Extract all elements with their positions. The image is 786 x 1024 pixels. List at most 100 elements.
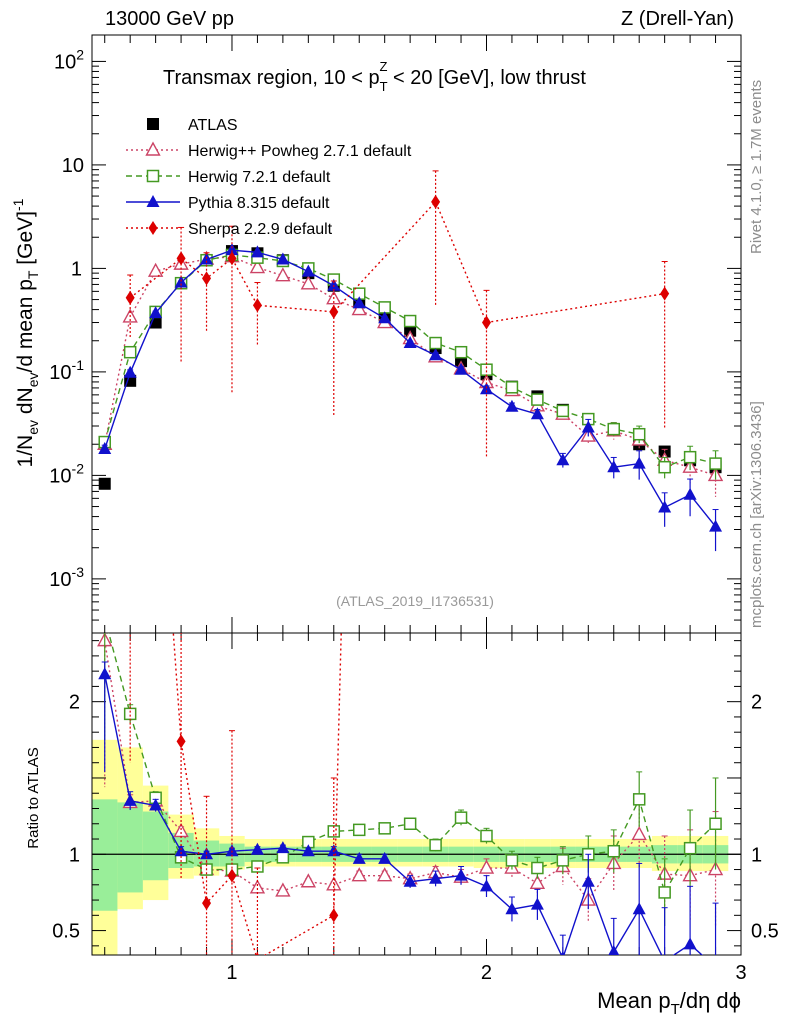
pythia-point [560, 951, 565, 955]
herwig-point [709, 457, 722, 470]
legend-pythia-marker [146, 195, 160, 207]
pythia-point [632, 902, 646, 915]
sherpa-point [227, 251, 237, 266]
sherpa-point [125, 290, 135, 305]
mcplots-credit-label: mcplots.cern.ch [arXiv:1306.3436] [748, 401, 765, 628]
herwig-point [607, 844, 620, 858]
pythia-point [429, 348, 443, 361]
sherpa-point [252, 298, 262, 313]
herwig-point [683, 841, 697, 855]
sherpa-point [176, 734, 186, 749]
pythia-point [250, 245, 264, 258]
pythia-point [709, 960, 722, 972]
pythia-point [301, 844, 315, 857]
sherpa-point [329, 908, 339, 923]
herwig-point [378, 822, 391, 835]
herwig-point [300, 275, 317, 290]
sherpa-point [329, 304, 339, 319]
sherpa-point [481, 315, 491, 330]
herwig-point [403, 314, 417, 328]
pythia-point [225, 243, 239, 256]
y-tick-label: 10-1 [49, 357, 84, 384]
legend-herwig-label: Herwig 7.2.1 default [188, 169, 331, 186]
pythia-point [479, 879, 493, 892]
pythia-point [658, 500, 672, 513]
y-tick-label: 102 [54, 46, 84, 73]
pythia-point [123, 793, 137, 806]
pythia-point [301, 264, 315, 277]
ratio-frame [91, 632, 742, 956]
pythia-point [378, 851, 392, 864]
pythia-point [250, 842, 264, 855]
sherpa-point [176, 251, 186, 266]
pythia-point [664, 954, 666, 955]
pythia-point [581, 874, 595, 887]
pythia-point [709, 519, 723, 532]
pythia-point [149, 306, 163, 319]
herwig-point [480, 363, 493, 376]
pythia-point [225, 844, 239, 857]
pythia-point [581, 420, 595, 433]
herwig-point [709, 817, 722, 831]
herwig-point [529, 874, 546, 889]
herwig-point [249, 259, 266, 274]
herwig-point [351, 867, 367, 882]
ratio-tick-label: 0.5 [52, 921, 80, 943]
herwig-point [249, 879, 266, 894]
sherpa-line [129, 200, 665, 324]
band-inner-bin [142, 811, 169, 881]
herwig-point [480, 829, 493, 843]
pythia-point [530, 897, 544, 910]
herwig-point [658, 886, 671, 899]
legend-pythia-label: Pythia 8.315 default [188, 195, 330, 212]
x-tick-label: 3 [735, 962, 746, 984]
herwig-point [300, 873, 317, 888]
pythia-point [632, 456, 646, 469]
sherpa-point [227, 868, 237, 883]
pythia-point [530, 407, 544, 420]
ratio-tick-label: 1 [69, 844, 80, 866]
legend-sherpa-label: Sherpa 2.2.9 default [188, 221, 333, 238]
atlas-point [98, 477, 111, 490]
ratio-tick-label-right: 2 [751, 692, 762, 714]
pythia-point [174, 844, 188, 857]
band-inner-bin [92, 799, 118, 911]
herwig-point [556, 404, 570, 418]
herwig-line [104, 255, 716, 477]
pythia-point [378, 311, 392, 324]
y-tick-label: 10-3 [49, 564, 84, 591]
herwig-point [505, 854, 519, 867]
x-tick-label: 1 [226, 962, 237, 984]
main-panel-series [97, 170, 724, 552]
sherpa-point [202, 896, 212, 911]
herwig-point [377, 867, 393, 882]
sherpa-point [255, 952, 259, 955]
pythia-point [454, 868, 468, 881]
header-left-label: 13000 GeV pp [105, 8, 234, 30]
pythia-point [454, 362, 468, 375]
herwig-point [123, 707, 137, 721]
herwig-point [275, 267, 291, 282]
herwig-point [351, 301, 367, 316]
herwig-point [531, 393, 544, 406]
rivet-version-label: Rivet 4.1.0, ≥ 1.7M events [748, 79, 765, 254]
ratio-tick-label-right: 1 [751, 844, 762, 866]
chart-title: Transmax region, 10 < pTZ < 20 [GeV], lo… [163, 59, 586, 94]
legend-herwig-label: Herwig++ Powheg 2.7.1 default [188, 143, 412, 160]
herwig-point [147, 262, 164, 277]
herwig-point [454, 811, 468, 824]
legend: ATLAS Herwig++ Powheg 2.7.1 default Herwig… [126, 117, 412, 238]
pythia-point [683, 487, 697, 500]
pythia-point [174, 275, 188, 288]
pythia-point [608, 944, 620, 955]
ratio-tick-label-right: 0.5 [751, 921, 779, 943]
herwig-point [275, 882, 291, 897]
pythia-point [352, 296, 366, 309]
herwig-point [251, 860, 264, 873]
y-tick-label: 1 [71, 258, 82, 280]
pythia-point [505, 399, 519, 412]
herwig-point [352, 823, 366, 837]
series-layer [97, 170, 724, 972]
pythia-point [429, 871, 443, 884]
